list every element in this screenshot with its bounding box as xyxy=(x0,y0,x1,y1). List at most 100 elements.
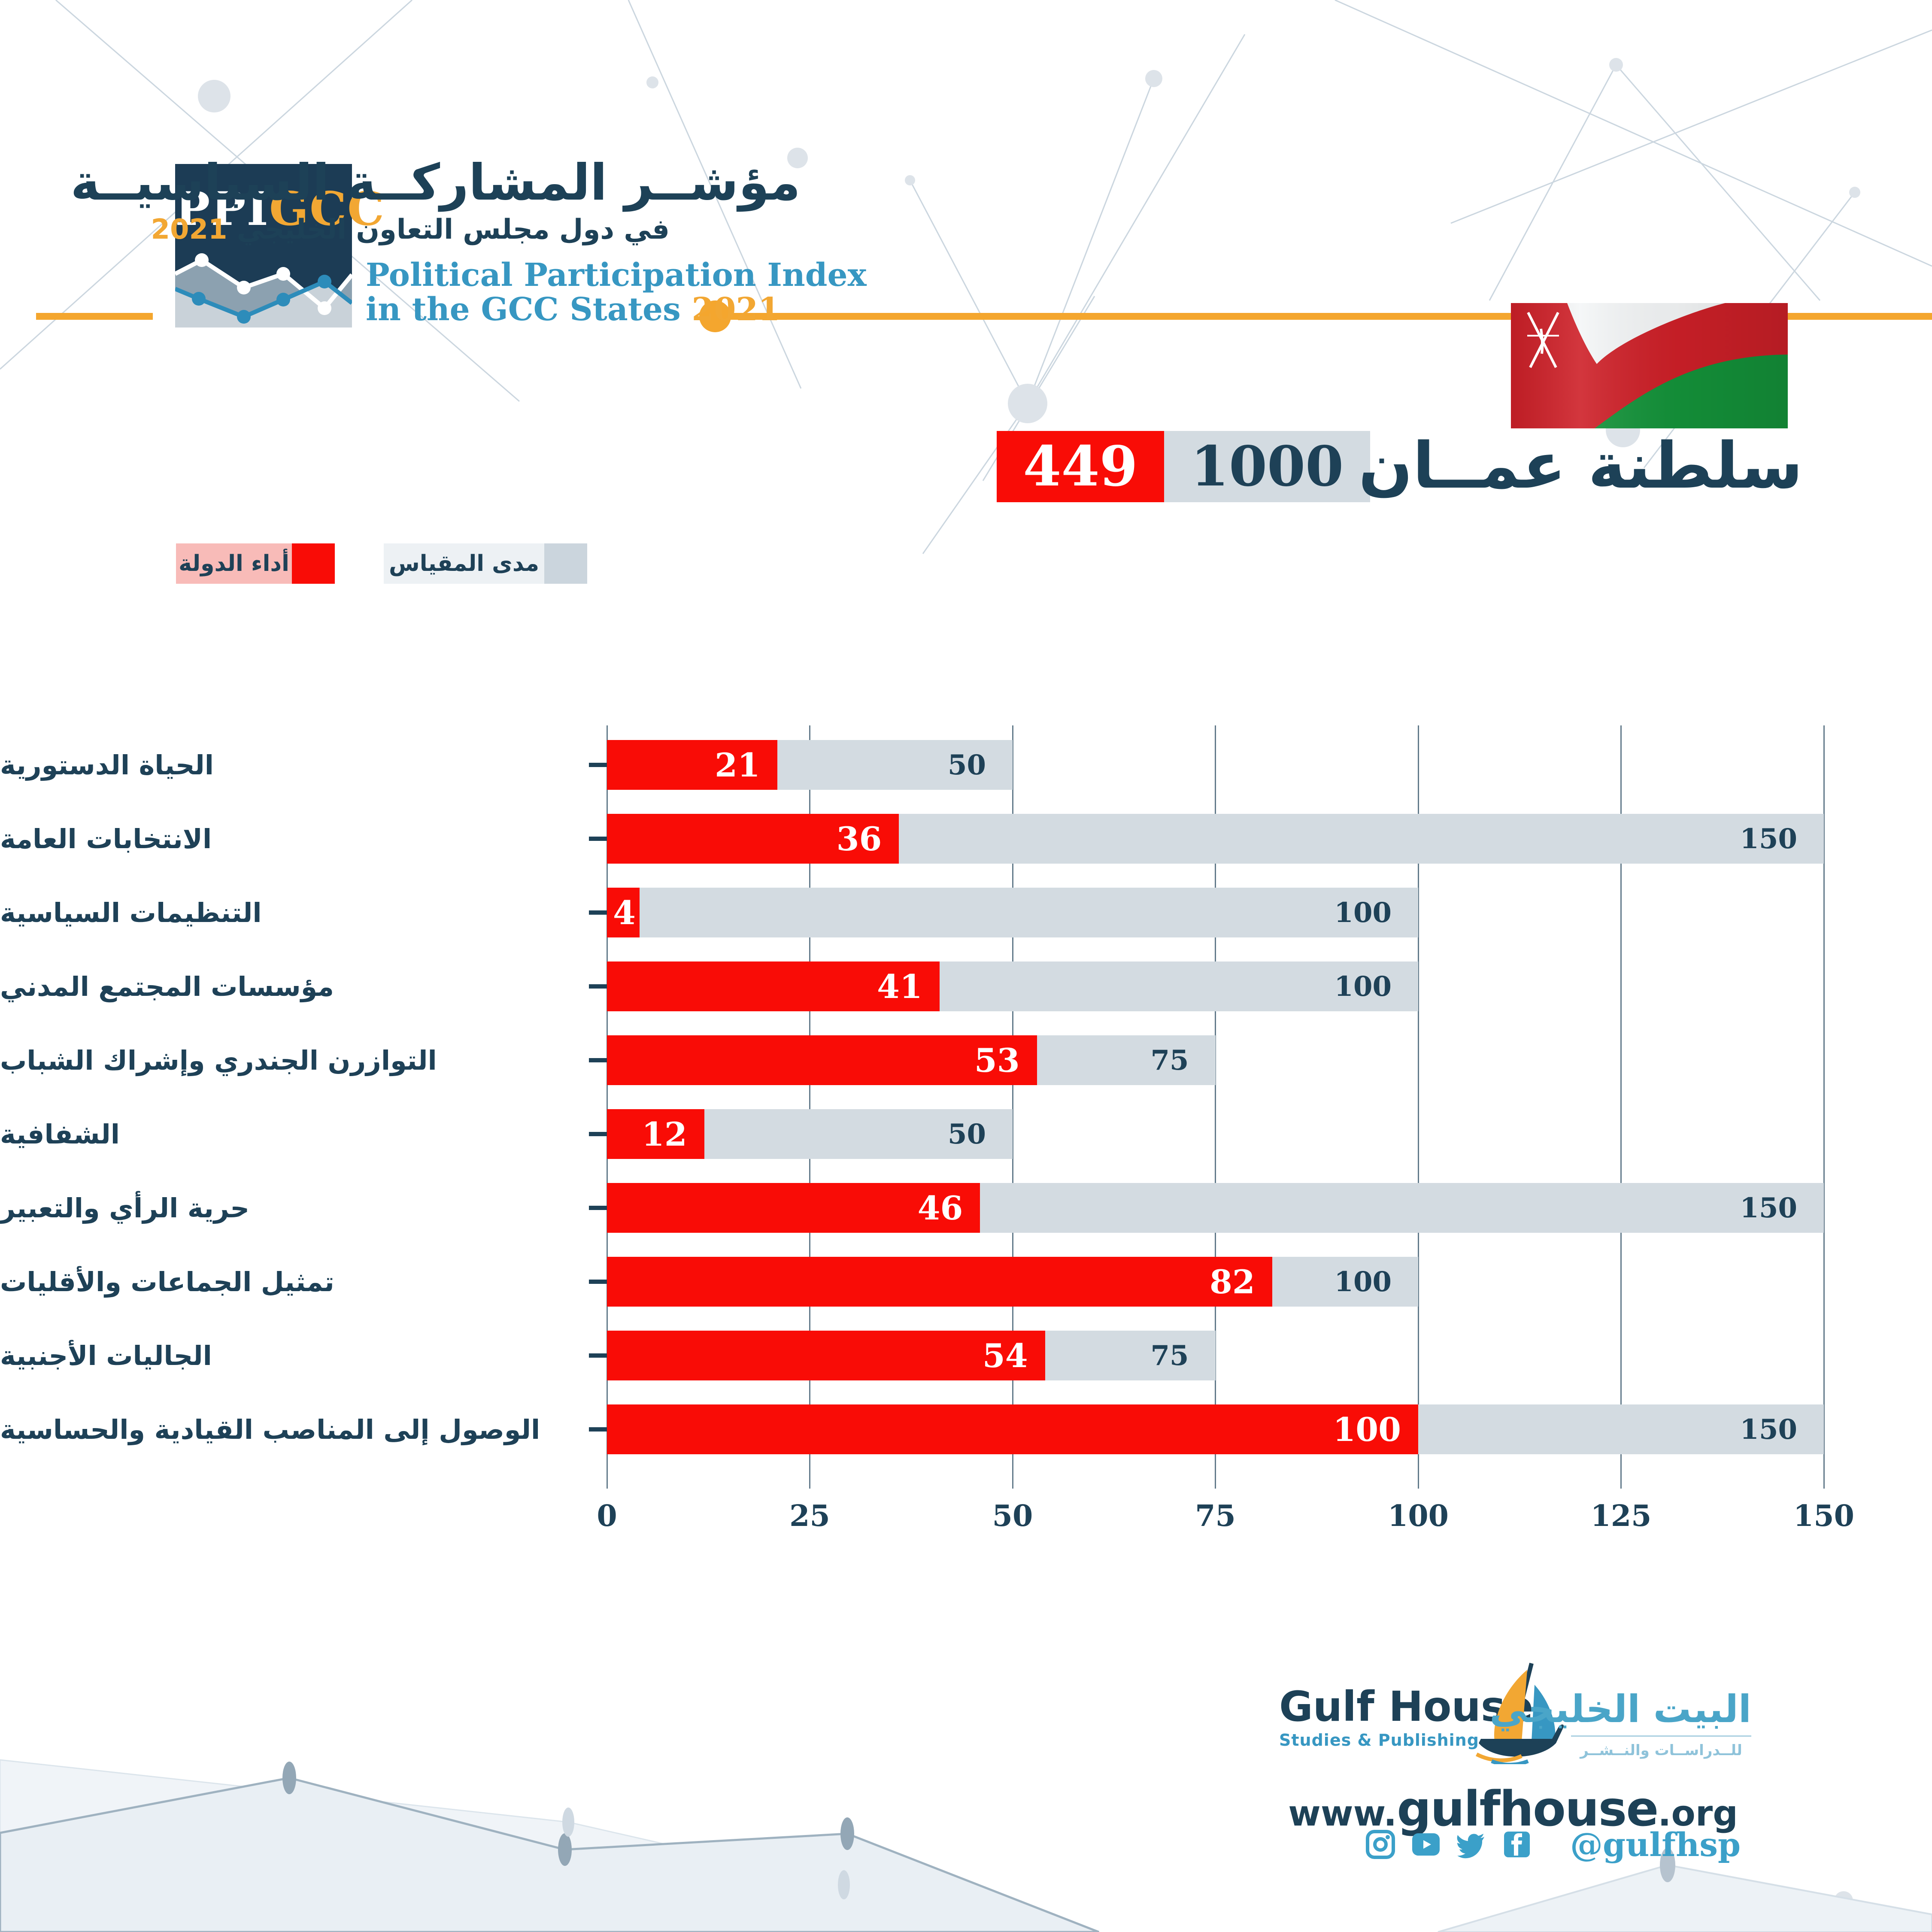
category-tick xyxy=(589,910,607,915)
performance-value: 12 xyxy=(642,1115,687,1153)
category-label: الشفافية xyxy=(0,1118,120,1150)
scale-bar: 4 100 xyxy=(607,888,1418,937)
category-label: الحياة الدستورية xyxy=(0,749,214,781)
legend-performance: أداء الدولة xyxy=(176,543,335,584)
scale-max-value: 150 xyxy=(1740,1192,1797,1224)
oman-emblem-icon xyxy=(1527,312,1559,368)
performance-bar xyxy=(607,814,899,864)
axis-tick-75: 75 xyxy=(1195,1499,1236,1533)
logo-linechart-graphic xyxy=(175,253,352,328)
scale-max-value: 150 xyxy=(1740,1413,1797,1446)
social-handle[interactable]: @gulfhsp xyxy=(1570,1825,1741,1864)
legend-performance-swatch xyxy=(292,543,335,584)
youtube-icon[interactable] xyxy=(1410,1829,1441,1860)
twitter-icon[interactable] xyxy=(1456,1829,1487,1860)
facebook-icon[interactable] xyxy=(1501,1829,1532,1860)
category-tick xyxy=(589,1353,607,1358)
category-tick xyxy=(589,1427,607,1432)
performance-value: 82 xyxy=(1210,1262,1255,1301)
axis-tick-0: 0 xyxy=(597,1499,617,1533)
url-www: www. xyxy=(1288,1793,1397,1834)
performance-value: 46 xyxy=(917,1189,963,1227)
arabic-subtitle: في دول مجلس التعاون الخليجي 2021 xyxy=(151,214,670,246)
gridline-100 xyxy=(1417,725,1419,1489)
gulf-house-logo-ar: البيت الخليجي للــدراســات والنــشــر xyxy=(1489,1687,1751,1759)
category-label: الانتخابات العامة xyxy=(0,823,212,855)
logo-ppi: PPI xyxy=(175,182,269,236)
performance-value: 21 xyxy=(715,746,760,784)
axis-tick-150: 150 xyxy=(1793,1499,1854,1533)
category-tick xyxy=(589,763,607,767)
url-tld: .org xyxy=(1658,1793,1738,1834)
axis-tick-125: 125 xyxy=(1590,1499,1652,1533)
website-url[interactable]: www.gulfhouse.org xyxy=(1288,1781,1738,1837)
english-subtitle-year: 2021 xyxy=(692,291,780,328)
performance-bar xyxy=(607,961,940,1011)
scale-bar: 82 100 xyxy=(607,1257,1418,1307)
gridline-125 xyxy=(1620,725,1622,1489)
scale-bar: 54 75 xyxy=(607,1331,1216,1380)
category-tick xyxy=(589,1132,607,1136)
performance-bar xyxy=(607,1035,1037,1085)
scale-max-value: 150 xyxy=(1740,822,1797,855)
country-score-badge: 449 xyxy=(997,431,1164,502)
ppigcc-logo-text: PPIGCC xyxy=(175,182,384,236)
country-scale-badge: 1000 xyxy=(1164,431,1370,502)
scale-bar: 53 75 xyxy=(607,1035,1216,1085)
performance-bar xyxy=(607,1257,1272,1307)
scale-max-value: 50 xyxy=(947,1118,986,1150)
arabic-subtitle-text: في دول مجلس التعاون الخليجي xyxy=(237,214,670,246)
category-label: الوصول إلى المناصب القيادية والحساسية xyxy=(0,1413,540,1445)
gridline-50 xyxy=(1012,725,1013,1489)
performance-bar xyxy=(607,1404,1418,1454)
gulf-house-name: Gulf House xyxy=(1279,1683,1534,1731)
gulf-house-logo-en: Gulf House Studies & Publishing xyxy=(1279,1683,1534,1750)
gridline-0 xyxy=(606,725,608,1489)
scale-max-value: 100 xyxy=(1334,970,1392,1003)
performance-bar xyxy=(607,1109,704,1159)
scale-max-value: 75 xyxy=(1150,1339,1189,1372)
gridline-25 xyxy=(809,725,810,1489)
scale-bar: 41 100 xyxy=(607,961,1418,1011)
logo-gcc: GCC xyxy=(269,182,385,236)
performance-value: 100 xyxy=(1333,1410,1401,1449)
performance-bar xyxy=(607,740,777,790)
gulf-house-tagline-ar: للــدراســات والنــشــر xyxy=(1571,1735,1751,1759)
performance-value: 4 xyxy=(613,893,636,932)
legend-scale: مدى المقياس xyxy=(384,543,587,584)
scale-max-value: 75 xyxy=(1150,1044,1189,1077)
divider-line-left xyxy=(36,313,153,320)
scale-max-value: 100 xyxy=(1334,896,1392,929)
url-name: gulfhouse xyxy=(1397,1781,1659,1837)
scale-bar: 21 50 xyxy=(607,740,1013,790)
country-name: سلطنة عمــان xyxy=(1358,429,1803,503)
category-tick xyxy=(589,1058,607,1062)
scale-bar: 100 150 xyxy=(607,1404,1824,1454)
category-label: التنظيمات السياسية xyxy=(0,897,262,928)
category-label: حرية الرأي والتعبير xyxy=(0,1192,250,1224)
category-tick xyxy=(589,984,607,989)
scale-bar: 36 150 xyxy=(607,814,1824,864)
gulf-house-name-ar: البيت الخليجي xyxy=(1489,1687,1751,1731)
arabic-title: مؤشــر المشاركــة السياسيــة xyxy=(70,154,801,212)
ppigcc-logo: PPIGCC xyxy=(175,164,384,328)
performance-value: 41 xyxy=(877,967,922,1006)
social-links: @gulfhsp xyxy=(1365,1825,1741,1864)
category-label: تمثيل الجماعات والأقليات xyxy=(0,1266,334,1298)
gulf-house-tagline: Studies & Publishing xyxy=(1279,1731,1479,1750)
category-tick xyxy=(589,837,607,841)
gulf-house-boat-icon xyxy=(1475,1662,1564,1764)
performance-value: 36 xyxy=(836,819,882,858)
scale-bar: 46 150 xyxy=(607,1183,1824,1233)
instagram-icon[interactable] xyxy=(1365,1829,1396,1860)
axis-tick-50: 50 xyxy=(992,1499,1033,1533)
legend-performance-label: أداء الدولة xyxy=(176,543,292,584)
axis-tick-25: 25 xyxy=(789,1499,830,1533)
english-title: Political Participation Index xyxy=(366,257,867,294)
english-subtitle-text: in the GCC States xyxy=(366,291,681,328)
scale-max-value: 100 xyxy=(1334,1265,1392,1298)
divider-dot xyxy=(699,300,731,332)
scale-max-value: 50 xyxy=(947,749,986,781)
